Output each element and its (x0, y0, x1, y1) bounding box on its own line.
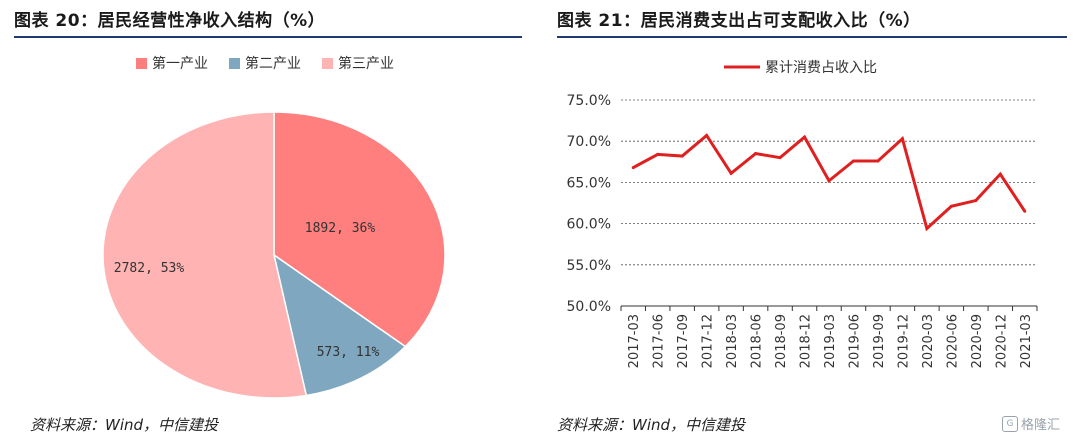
data-point-16 (998, 172, 1002, 176)
right-figure-title: 图表 21：居民消费支出占可支配收入比（%） (557, 11, 921, 31)
pie-slice-label-2: 573, 11% (317, 345, 380, 360)
watermark: G 格隆汇 (1002, 414, 1060, 433)
data-point-3 (680, 154, 684, 158)
data-point-17 (1023, 209, 1027, 213)
left-title-rule (14, 36, 522, 38)
y-tick-label-4: 65.0% (567, 175, 611, 191)
data-point-12 (900, 137, 904, 141)
x-tick-label-13: 2020-03 (921, 314, 936, 368)
x-tick-label-12: 2019-12 (896, 314, 911, 368)
pie-slice-label-3: 2782, 53% (114, 261, 185, 276)
x-tick-label-3: 2017-09 (676, 314, 691, 368)
x-tick-label-2: 2017-06 (652, 314, 667, 368)
data-point-8 (803, 135, 807, 139)
y-tick-label-2: 55.0% (567, 258, 611, 274)
left-figure-title: 图表 20：居民经营性净收入结构（%） (14, 11, 326, 31)
data-point-2 (656, 152, 660, 156)
x-tick-label-8: 2018-12 (799, 314, 814, 368)
y-tick-label-3: 60.0% (567, 217, 611, 233)
watermark-logo-icon: G (1002, 415, 1018, 432)
data-point-4 (705, 133, 709, 137)
pie-slice-3 (102, 111, 308, 399)
x-tick-label-7: 2018-09 (774, 314, 789, 368)
x-tick-label-10: 2019-06 (847, 314, 862, 368)
data-point-9 (827, 179, 831, 183)
x-tick-label-16: 2020-12 (994, 314, 1009, 368)
y-tick-label-1: 50.0% (567, 299, 611, 315)
right-title-rule (557, 36, 1067, 38)
legend-swatch-2 (229, 58, 240, 69)
pie-slice-1 (273, 111, 446, 348)
x-tick-label-14: 2020-06 (945, 314, 960, 368)
legend-swatch-1 (136, 58, 147, 69)
data-point-11 (876, 159, 880, 163)
x-tick-label-15: 2020-09 (970, 314, 985, 368)
left-source-note: 资料来源：Wind，中信建投 (30, 416, 219, 434)
data-point-10 (851, 159, 855, 163)
legend-series-label: 累计消费占收入比 (765, 60, 877, 76)
data-point-5 (729, 171, 733, 175)
data-point-15 (974, 199, 978, 203)
x-tick-label-1: 2017-03 (627, 314, 642, 368)
x-tick-label-4: 2017-12 (701, 314, 716, 368)
x-tick-label-5: 2018-03 (725, 314, 740, 368)
data-point-14 (949, 204, 953, 208)
data-point-6 (754, 152, 758, 156)
watermark-text: 格隆汇 (1021, 418, 1061, 433)
data-point-7 (778, 156, 782, 160)
x-tick-label-11: 2019-09 (872, 314, 887, 368)
pie-slice-2 (272, 253, 407, 397)
right-source-note: 资料来源：Wind，中信建投 (557, 416, 746, 434)
data-point-13 (925, 227, 929, 231)
pie-slice-label-1: 1892, 36% (305, 221, 376, 236)
legend-label-2: 第二产业 (245, 55, 301, 72)
y-tick-label-6: 75.0% (567, 93, 611, 109)
x-tick-label-17: 2021-03 (1019, 314, 1034, 368)
y-tick-label-5: 70.0% (567, 134, 611, 150)
data-point-1 (631, 166, 635, 170)
legend-label-3: 第三产业 (338, 55, 394, 72)
x-tick-label-9: 2019-03 (823, 314, 838, 368)
legend-label-1: 第一产业 (152, 55, 208, 72)
legend-swatch-3 (322, 58, 333, 69)
x-tick-label-6: 2018-06 (750, 314, 765, 368)
